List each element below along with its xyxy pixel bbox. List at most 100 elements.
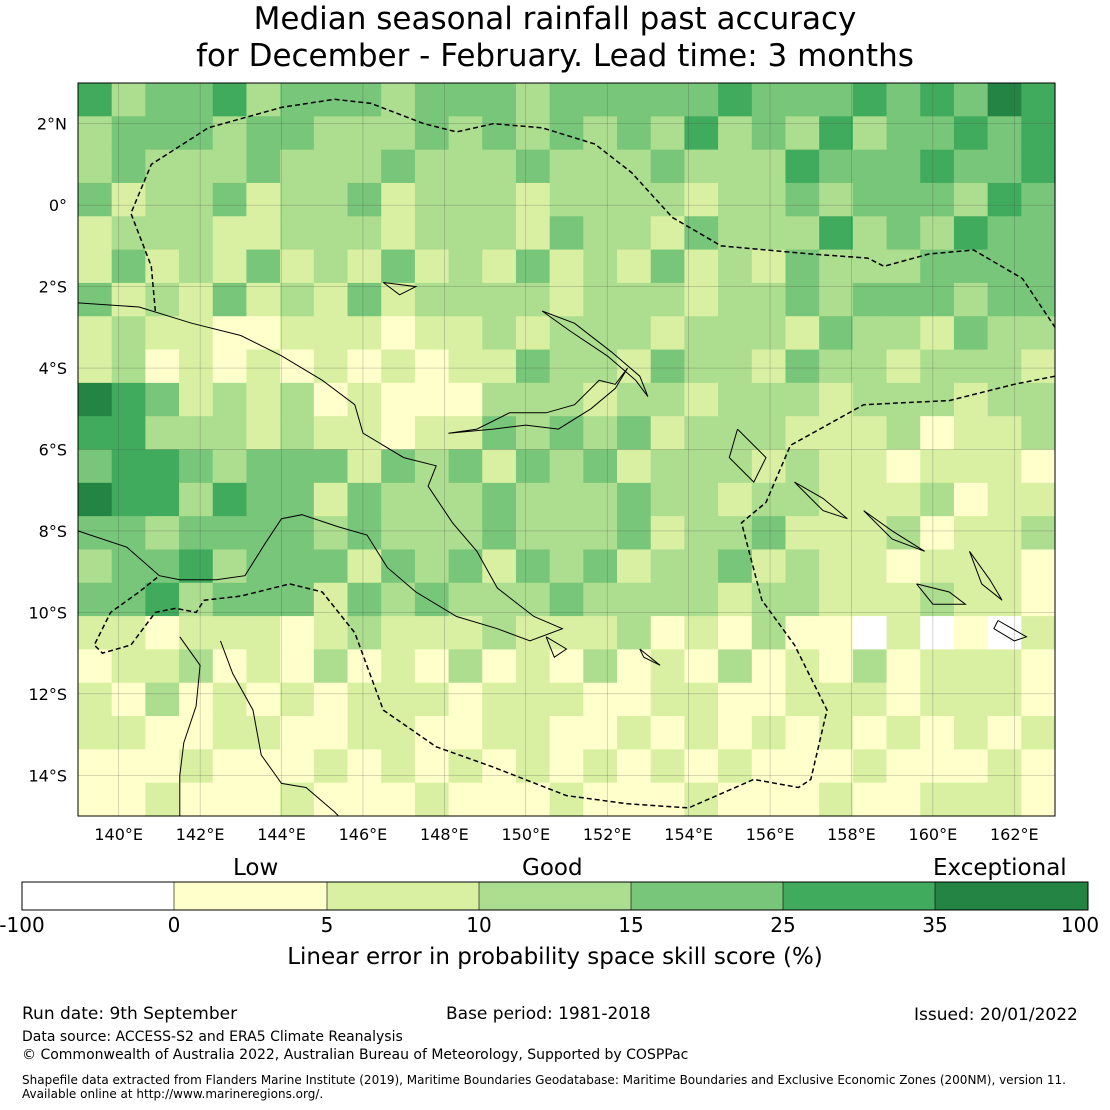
skill-cell <box>785 649 820 684</box>
skill-cell <box>414 216 450 251</box>
skill-cell <box>650 716 686 750</box>
skill-cell <box>650 349 686 384</box>
skill-cell <box>246 83 281 117</box>
skill-cell <box>78 716 113 750</box>
skill-cell <box>313 349 349 384</box>
skill-cell <box>145 316 180 351</box>
longitude-labels: 140°E 142°E 144°E 146°E 148°E 150°E 152°E 154°E… <box>94 825 1038 844</box>
skill-cell <box>448 349 483 384</box>
skill-cell <box>78 482 113 517</box>
skill-cell <box>718 349 753 384</box>
skill-cell <box>414 482 450 517</box>
skill-cell <box>852 782 888 817</box>
colorbar-tick: 25 <box>770 913 796 937</box>
skill-cell <box>650 316 686 351</box>
skill-cell <box>111 616 146 651</box>
skill-cell <box>414 649 450 684</box>
skill-cell <box>617 716 652 750</box>
skill-cell <box>650 749 686 784</box>
skill-cell <box>179 282 214 317</box>
skill-cell <box>515 782 551 817</box>
skill-cell <box>381 616 416 651</box>
skill-cell <box>381 716 416 750</box>
skill-cell <box>111 416 146 451</box>
skill-cell <box>987 349 1022 384</box>
skill-cell <box>549 116 584 151</box>
skill-cell <box>583 249 618 284</box>
skill-cell <box>111 682 146 717</box>
skill-cell <box>313 116 349 151</box>
skill-cell <box>381 416 416 451</box>
colorbar-tick: 35 <box>922 913 948 937</box>
skill-cell <box>482 83 517 117</box>
coastline <box>639 648 661 666</box>
skill-cell <box>953 282 989 317</box>
coastline <box>969 551 1003 601</box>
skill-cell <box>650 416 686 451</box>
skill-cell <box>1021 149 1056 184</box>
skill-cell <box>920 149 955 184</box>
data-source: Data source: ACCESS-S2 and ERA5 Climate … <box>22 1029 403 1045</box>
skill-cell <box>886 316 921 351</box>
skill-cell <box>212 382 248 417</box>
skill-cell <box>751 316 787 351</box>
skill-cell <box>414 749 450 784</box>
skill-cell <box>448 682 483 717</box>
skill-cell <box>313 416 349 451</box>
skill-cell <box>313 716 349 750</box>
skill-cell <box>751 416 787 451</box>
skill-cell <box>886 549 921 584</box>
skill-cell <box>515 416 551 451</box>
skill-cell <box>886 782 921 817</box>
skill-cell <box>448 549 483 584</box>
skill-cell <box>650 116 686 151</box>
skill-cell <box>718 682 753 717</box>
skill-cell <box>953 83 989 117</box>
skill-cell <box>381 749 416 784</box>
skill-cell <box>448 282 483 317</box>
longitude-label: 140°E <box>94 825 143 844</box>
skill-cell <box>785 349 820 384</box>
skill-cell <box>414 616 450 651</box>
skill-cell <box>179 449 214 484</box>
skill-cell <box>414 716 450 750</box>
skill-cell <box>111 316 146 351</box>
skill-cell <box>414 582 450 617</box>
skill-cell <box>684 516 719 551</box>
skill-cell <box>145 449 180 484</box>
skill-cell <box>246 582 281 617</box>
skill-cell <box>179 382 214 417</box>
skill-cell <box>920 716 955 750</box>
skill-cell <box>819 149 854 184</box>
skill-cell <box>953 182 989 217</box>
skill-cell <box>785 482 820 517</box>
colorbar-tick: 5 <box>320 913 334 937</box>
skill-cell <box>549 216 584 251</box>
skill-cell <box>111 716 146 750</box>
skill-cell <box>1021 649 1056 684</box>
skill-cell <box>785 316 820 351</box>
skill-cell <box>414 149 450 184</box>
skill-cell <box>886 749 921 784</box>
latitude-label: 14°S <box>28 766 67 785</box>
latitude-label: 0° <box>49 196 67 215</box>
skill-cell <box>617 649 652 684</box>
skill-cell <box>549 416 584 451</box>
skill-cell <box>482 449 517 484</box>
skill-cell <box>953 382 989 417</box>
skill-cell <box>852 349 888 384</box>
colorbar-tick: 0 <box>167 913 181 937</box>
skill-cell <box>650 582 686 617</box>
skill-cell <box>145 216 180 251</box>
skill-cell <box>819 649 854 684</box>
skill-cell <box>381 682 416 717</box>
skill-cell <box>347 349 382 384</box>
skill-cell <box>987 516 1022 551</box>
skill-cell <box>650 516 686 551</box>
skill-cell <box>617 449 652 484</box>
skill-cell <box>886 449 921 484</box>
skill-cell <box>549 182 584 217</box>
skill-cell <box>617 116 652 151</box>
skill-cell <box>819 282 854 317</box>
skill-cell <box>549 249 584 284</box>
